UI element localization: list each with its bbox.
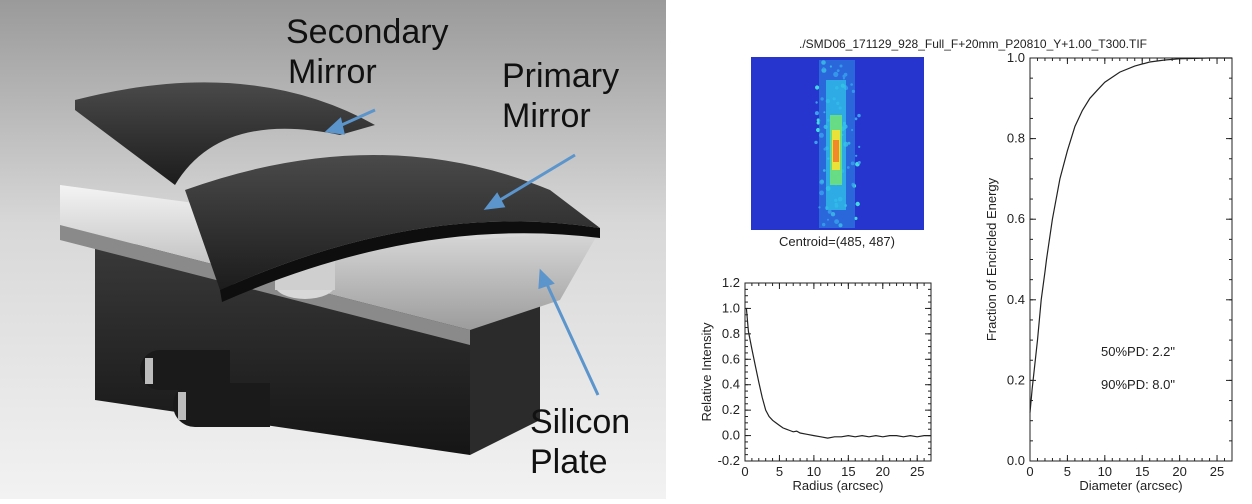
encircled-energy-frame xyxy=(1029,57,1233,462)
encircled-energy-series-line xyxy=(1029,57,1232,413)
analysis-plots: ./SMD06_171129_928_Full_F+20mm_P20810_Y+… xyxy=(666,0,1252,499)
intensity-ylabel: Relative Intensity xyxy=(699,322,714,421)
encircled-energy-ytick-label: 0.8 xyxy=(1007,131,1025,146)
pd90-annotation: 90%PD: 8.0" xyxy=(1101,377,1175,392)
intensity-ytick-label: 1.2 xyxy=(722,275,740,290)
encircled-energy-ytick-label: 0.4 xyxy=(1007,292,1025,307)
spot-speckle xyxy=(815,85,820,90)
spot-speckle xyxy=(854,117,858,121)
secondary-mirror-label-line2: Mirror xyxy=(288,53,377,91)
intensity-ytick-label: 0.8 xyxy=(722,326,740,341)
encircled-energy-ytick-label: 0.2 xyxy=(1007,372,1025,387)
intensity-ytick-label: 0.0 xyxy=(722,428,740,443)
mirror-module-photo: Secondary Mirror Primary Mirror Silicon … xyxy=(0,0,666,499)
encircled-energy-xtick-label: 20 xyxy=(1172,464,1186,479)
pd50-annotation: 50%PD: 2.2" xyxy=(1101,344,1175,359)
encircled-energy-ytick-label: 0.6 xyxy=(1007,211,1025,226)
silicon-plate-label-line1: Silicon xyxy=(530,403,631,441)
encircled-energy-ytick-label: 1.0 xyxy=(1007,50,1025,65)
encircled-energy-xtick-label: 15 xyxy=(1135,464,1149,479)
primary-mirror-label-line2: Mirror xyxy=(502,97,591,135)
spot-speckle xyxy=(815,101,818,104)
encircled-energy-ylabel: Fraction of Encircled Energy xyxy=(984,177,999,341)
secondary-mirror-label-line1: Secondary xyxy=(286,13,449,51)
intensity-ytick-label: 1.0 xyxy=(722,300,740,315)
primary-mirror-label-line1: Primary xyxy=(502,57,620,95)
mirror-module-render xyxy=(0,0,666,499)
intensity-xtick-label: 15 xyxy=(841,464,855,479)
spot-speckle xyxy=(855,154,858,157)
spot-speckle xyxy=(857,113,861,118)
focal-spot-image xyxy=(751,57,924,230)
spot-speckle xyxy=(814,140,818,145)
intensity-ytick-label: -0.2 xyxy=(718,453,740,468)
silicon-plate-label: Silicon Plate xyxy=(530,402,630,482)
spot-speckle xyxy=(814,111,819,116)
intensity-ytick-label: 0.4 xyxy=(722,377,740,392)
intensity-xtick-label: 20 xyxy=(876,464,890,479)
file-title: ./SMD06_171129_928_Full_F+20mm_P20810_Y+… xyxy=(799,37,1147,51)
callout-arrows xyxy=(324,108,600,396)
relative-intensity-plot: 0 5 10 15 20 25 -0.2 0.0 0.2 0.4 0.6 0.8 1.0 1.2 Radiu… xyxy=(699,275,932,493)
centroid-caption: Centroid=(485, 487) xyxy=(779,234,895,249)
intensity-xtick-label: 25 xyxy=(910,464,924,479)
intensity-xlabel: Radius (arcsec) xyxy=(792,478,883,493)
intensity-ytick-label: 0.6 xyxy=(722,351,740,366)
primary-mirror-label: Primary Mirror xyxy=(502,56,619,136)
spot-speckle xyxy=(858,145,861,148)
encircled-energy-ytick-label: 0.0 xyxy=(1007,453,1025,468)
encircled-energy-xtick-label: 0 xyxy=(1026,464,1033,479)
intensity-ytick-label: 0.2 xyxy=(722,402,740,417)
secondary-mirror-label: Secondary Mirror xyxy=(286,12,449,92)
silicon-plate-label-line2: Plate xyxy=(530,443,608,481)
intensity-frame xyxy=(744,282,932,462)
encircled-energy-xtick-label: 5 xyxy=(1064,464,1071,479)
intensity-xtick-label: 5 xyxy=(776,464,783,479)
encircled-energy-xlabel: Diameter (arcsec) xyxy=(1079,478,1182,493)
encircled-energy-xtick-label: 25 xyxy=(1210,464,1224,479)
intensity-series-line xyxy=(745,308,931,439)
intensity-xtick-label: 0 xyxy=(741,464,748,479)
spot-speckle xyxy=(854,216,858,220)
plots-svg: ./SMD06_171129_928_Full_F+20mm_P20810_Y+… xyxy=(699,37,1233,493)
encircled-energy-plot: 0 5 10 15 20 25 0.0 0.2 0.4 0.6 0.8 1.0 Diameter (ar… xyxy=(984,50,1233,493)
encircled-energy-xtick-label: 10 xyxy=(1098,464,1112,479)
intensity-xtick-label: 10 xyxy=(807,464,821,479)
spot-speckle xyxy=(857,161,861,164)
spot-speckle xyxy=(855,201,860,207)
